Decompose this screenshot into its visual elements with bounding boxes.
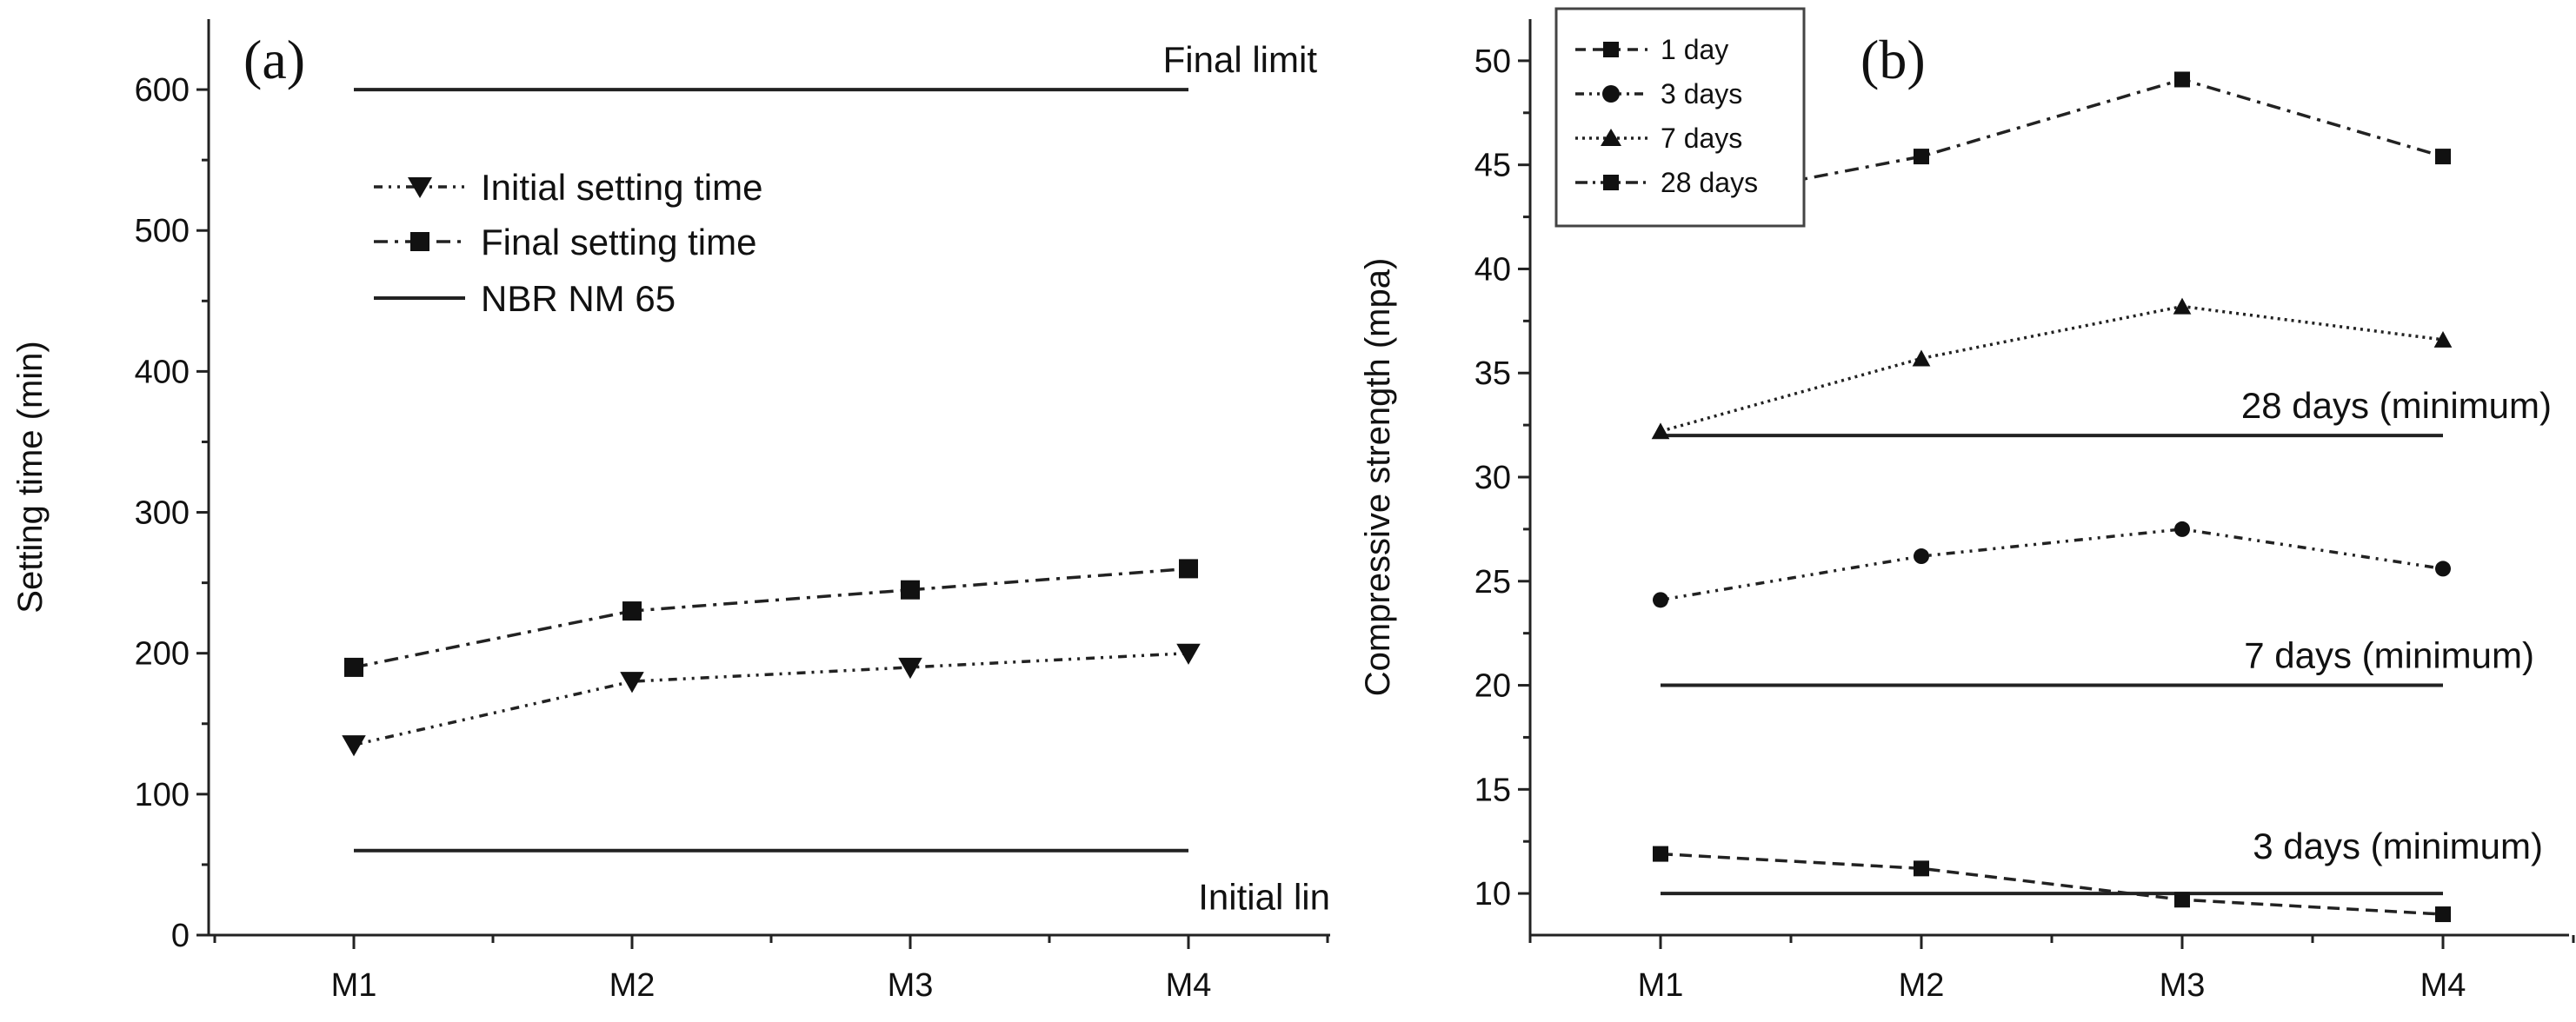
data-point-7-days <box>2173 297 2192 315</box>
data-point-28-days <box>2435 149 2451 165</box>
legend-label-1-day: 1 day <box>1661 34 1728 65</box>
series-line-final-setting-time <box>353 567 1189 669</box>
y-tick-label: 600 <box>135 72 190 109</box>
panel-a-y-ticks: 0 100 200 300 400 500 600 <box>135 72 209 954</box>
data-point-28-days <box>1914 149 1929 165</box>
panel-b-chart: (b) Compressive strength (mpa) 10 15 20 25 3… <box>1359 7 2575 1004</box>
x-tick-label: M2 <box>1899 967 1945 1004</box>
x-tick-label: M4 <box>2420 967 2466 1004</box>
data-point-3-days <box>2174 521 2190 537</box>
y-tick-label: 35 <box>1474 355 1511 392</box>
panel-b-x-ticks: M1 M2 M3 M4 <box>1528 935 2575 1004</box>
panel-a-label: (a) <box>243 29 305 90</box>
legend-label-final-setting-time: Final setting time <box>481 222 756 262</box>
data-point-1-day <box>2435 906 2451 923</box>
panel-a-x-ticks: M1 M2 M3 M4 <box>213 935 1329 1004</box>
legend-item-7-days: 7 days <box>1575 123 1742 154</box>
data-point-7-days <box>2433 331 2453 348</box>
panel-b-reference-lines: 28 days (minimum) 7 days (minimum) 3 days … <box>1661 385 2552 896</box>
legend-label-28-days: 28 days <box>1661 167 1758 198</box>
legend-marker-square-icon <box>410 232 429 251</box>
panel-b-y-ticks: 10 15 20 25 30 35 40 45 50 <box>1474 43 1530 912</box>
x-tick-label: M4 <box>1166 967 1212 1004</box>
y-tick-label: 300 <box>135 495 190 532</box>
x-tick-label: M1 <box>1638 967 1684 1004</box>
data-point-initial-setting-time <box>898 657 922 680</box>
legend-item-1-day: 1 day <box>1575 34 1728 65</box>
data-point-final-setting-time <box>1179 559 1198 579</box>
panel-a-y-axis-title: Setting time (min) <box>11 341 50 613</box>
data-point-1-day <box>1914 860 1929 877</box>
y-tick-label: 400 <box>135 354 190 390</box>
series-line-initial-setting-time <box>353 651 1189 747</box>
y-tick-label: 200 <box>135 636 190 673</box>
panel-b-label: (b) <box>1860 29 1926 90</box>
data-point-3-days <box>1653 592 1668 608</box>
data-point-1-day <box>1653 846 1668 862</box>
data-point-3-days <box>2435 561 2451 577</box>
x-tick-label: M3 <box>888 967 934 1004</box>
legend-item-28-days: 28 days <box>1575 167 1758 198</box>
legend-item-reference-standard: NBR NM 65 <box>374 278 676 319</box>
data-point-initial-setting-time <box>620 672 644 694</box>
panel-b-y-axis-title: Compressive strength (mpa) <box>1359 258 1397 697</box>
legend-item-final-setting-time: Final setting time <box>374 222 756 262</box>
legend-item-initial-setting-time: Initial setting time <box>374 167 762 208</box>
data-point-1-day <box>2174 892 2190 908</box>
data-point-28-days <box>2174 71 2190 88</box>
legend-label-7-days: 7 days <box>1661 123 1742 154</box>
data-point-7-days <box>1651 422 1670 440</box>
reference-label-7-days-minimum: 7 days (minimum) <box>2244 635 2534 676</box>
y-tick-label: 25 <box>1474 564 1511 601</box>
y-tick-label: 45 <box>1474 148 1511 184</box>
reference-label-final-limit: Final limit <box>1163 39 1318 80</box>
legend-marker-circle-icon <box>1602 85 1620 103</box>
data-point-7-days <box>1912 349 1931 367</box>
legend-label-reference-standard: NBR NM 65 <box>481 278 676 319</box>
y-tick-label: 500 <box>135 213 190 249</box>
y-tick-label: 100 <box>135 777 190 813</box>
y-tick-label: 10 <box>1474 876 1511 912</box>
data-point-final-setting-time <box>622 601 642 621</box>
legend-marker-square-icon <box>1603 175 1619 190</box>
panel-a-legend: Initial setting time Final setting time … <box>374 167 762 319</box>
data-point-initial-setting-time <box>342 735 366 757</box>
y-tick-label: 30 <box>1474 460 1511 496</box>
y-tick-label: 20 <box>1474 668 1511 705</box>
y-tick-label: 40 <box>1474 251 1511 288</box>
panel-a-series <box>342 559 1201 757</box>
legend-item-3-days: 3 days <box>1575 78 1742 110</box>
reference-label-initial-lin: Initial lin <box>1198 877 1330 918</box>
legend-marker-triangle-up-icon <box>1601 129 1621 146</box>
x-tick-label: M2 <box>609 967 656 1004</box>
legend-marker-triangle-down-icon <box>408 177 432 198</box>
panel-b-legend: 1 day 3 days 7 days 28 days <box>1554 7 1806 228</box>
data-point-final-setting-time <box>901 580 920 600</box>
panel-b-legend-box <box>1554 7 1806 228</box>
panel-a-reference-lines: Final limit Initial lin <box>354 39 1330 918</box>
reference-label-28-days-minimum: 28 days (minimum) <box>2241 385 2552 426</box>
y-tick-label: 0 <box>171 918 190 954</box>
x-tick-label: M3 <box>2160 967 2206 1004</box>
series-line-1-day <box>1660 852 2444 916</box>
y-tick-label: 15 <box>1474 772 1511 808</box>
x-tick-label: M1 <box>331 967 377 1004</box>
y-tick-label: 50 <box>1474 43 1511 80</box>
legend-label-initial-setting-time: Initial setting time <box>481 167 762 208</box>
series-line-3-days <box>1660 528 2444 602</box>
data-point-3-days <box>1914 548 1929 565</box>
panel-a-chart: (a) Setting time (min) 0 100 200 300 400 500 6… <box>11 19 1330 1004</box>
series-line-7-days <box>1660 304 2444 433</box>
data-point-initial-setting-time <box>1176 643 1201 665</box>
data-point-final-setting-time <box>344 657 363 677</box>
legend-label-3-days: 3 days <box>1661 78 1742 110</box>
reference-label-3-days-minimum: 3 days (minimum) <box>2253 826 2543 866</box>
legend-marker-square-icon <box>1603 42 1619 57</box>
